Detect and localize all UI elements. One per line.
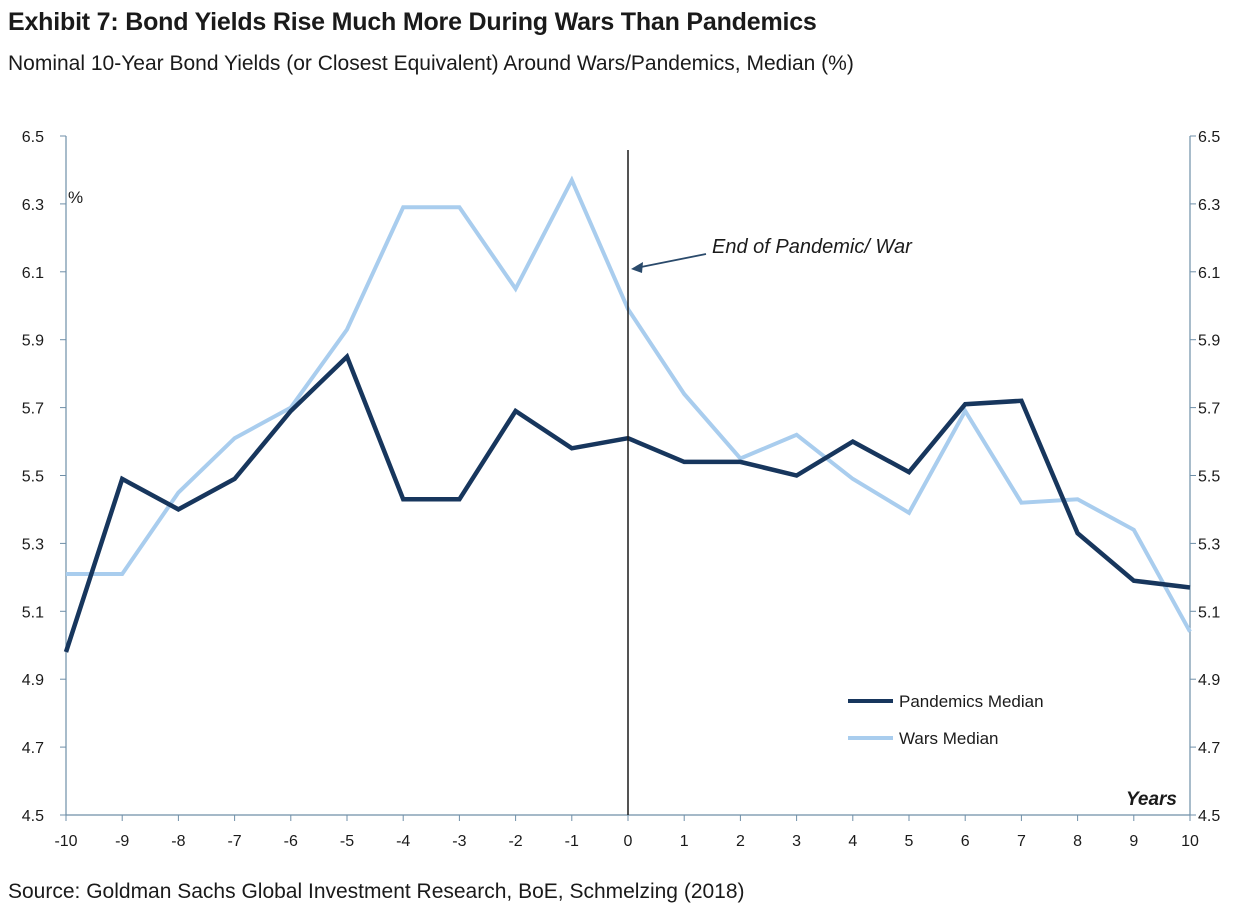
x-tick-label: 2 (736, 833, 745, 850)
x-tick-label: 0 (624, 833, 633, 850)
x-tick-label: 5 (905, 833, 914, 850)
annotation-layer: End of Pandemic/ War (627, 150, 913, 815)
annotation-arrow-head (631, 262, 643, 273)
y-tick-label-left: 5.7 (22, 401, 44, 418)
x-tick-label: 1 (680, 833, 689, 850)
x-tick-label: 3 (792, 833, 801, 850)
x-tick-label: 8 (1073, 833, 1082, 850)
x-tick-label: -1 (565, 833, 579, 850)
legend-label: Wars Median (899, 729, 999, 748)
y-tick-label-left: 6.5 (22, 129, 44, 146)
y-tick-label-right: 4.7 (1198, 740, 1220, 757)
y-tick-label-right: 5.3 (1198, 536, 1220, 553)
y-tick-label-left: 6.1 (22, 265, 44, 282)
y-tick-label-right: 4.9 (1198, 672, 1220, 689)
y-tick-label-right: 6.5 (1198, 129, 1220, 146)
annotation-arrow-shaft (635, 253, 707, 269)
legend: Pandemics Median Wars Median (848, 692, 1044, 748)
y-tick-label-left: 5.1 (22, 604, 44, 621)
y-tick-label-left: 5.5 (22, 469, 44, 486)
y-tick-label-right: 5.9 (1198, 333, 1220, 350)
x-tick-label: 10 (1181, 833, 1199, 850)
annotation-label: End of Pandemic/ War (712, 236, 913, 258)
y-tick-label-left: 4.7 (22, 740, 44, 757)
x-tick-label: -7 (227, 833, 241, 850)
x-tick-label: -6 (284, 833, 298, 850)
x-tick-label: -3 (452, 833, 466, 850)
y-axis-unit-label: % (68, 188, 83, 207)
y-tick-label-left: 5.3 (22, 536, 44, 553)
axes: 4.5 4.5 4.7 4.7 4.9 4.9 5.1 5.1 5.3 5.3 5.5 5.5 5.7 5… (22, 129, 1221, 850)
y-tick-label-right: 5.5 (1198, 469, 1220, 486)
x-tick-label: -4 (396, 833, 410, 850)
x-axis-title: Years (1126, 789, 1177, 810)
x-tick-label: -8 (171, 833, 185, 850)
x-tick-label: 6 (961, 833, 970, 850)
y-tick-label-right: 6.1 (1198, 265, 1220, 282)
x-tick-label: -9 (115, 833, 129, 850)
x-tick-label: 4 (848, 833, 857, 850)
y-tick-label-right: 4.5 (1198, 808, 1220, 825)
y-tick-label-right: 5.7 (1198, 401, 1220, 418)
x-tick-label: -5 (340, 833, 354, 850)
source-note: Source: Goldman Sachs Global Investment … (8, 880, 745, 903)
line-chart: 4.5 4.5 4.7 4.7 4.9 4.9 5.1 5.1 5.3 5.3 5.5 5.5 5.7 5… (22, 129, 1221, 850)
y-tick-label-right: 6.3 (1198, 197, 1220, 214)
y-tick-label-right: 5.1 (1198, 604, 1220, 621)
chart-title: Exhibit 7: Bond Yields Rise Much More Du… (8, 8, 817, 36)
y-tick-label-left: 4.9 (22, 672, 44, 689)
x-tick-label: -2 (508, 833, 522, 850)
chart-subtitle: Nominal 10-Year Bond Yields (or Closest … (8, 52, 854, 75)
x-tick-label: -10 (54, 833, 77, 850)
y-tick-label-left: 5.9 (22, 333, 44, 350)
y-tick-label-left: 6.3 (22, 197, 44, 214)
x-tick-label: 9 (1129, 833, 1138, 850)
y-tick-label-left: 4.5 (22, 808, 44, 825)
x-tick-label: 7 (1017, 833, 1026, 850)
legend-label: Pandemics Median (899, 692, 1044, 711)
